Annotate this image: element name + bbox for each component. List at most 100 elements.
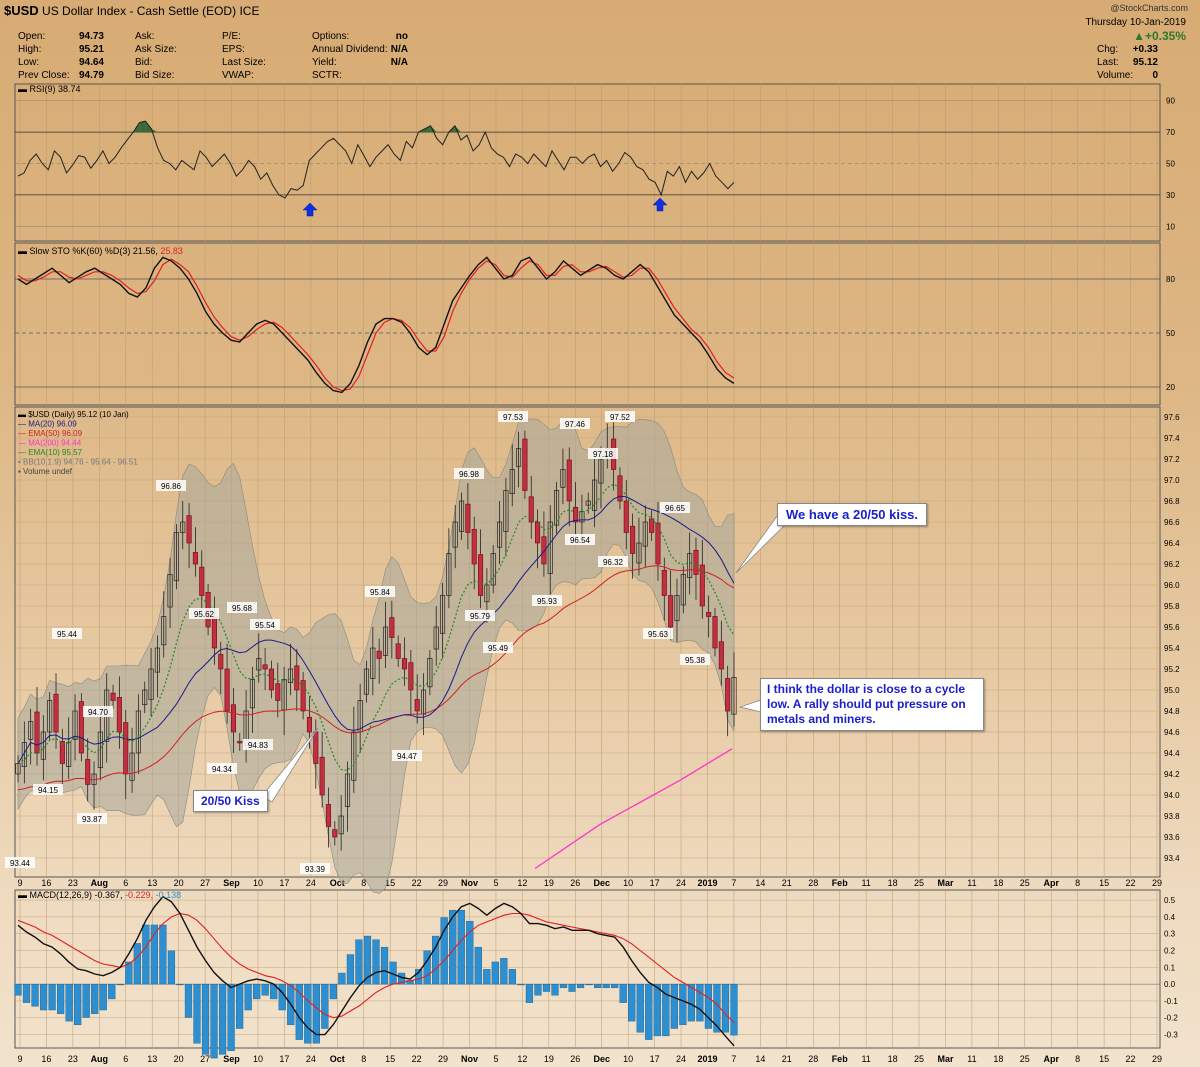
price-tick-label: 97.0 (1164, 476, 1180, 485)
price-label-bg (250, 619, 280, 630)
x-tick-label: 28 (808, 1054, 818, 1064)
macd-histogram-bar (619, 983, 627, 1003)
x-tick-label: 19 (544, 878, 554, 888)
candle-body (116, 696, 122, 733)
candle-body (28, 721, 34, 740)
candle-body (655, 522, 661, 565)
price-label-bg (643, 628, 673, 639)
price-tick-label: 93.4 (1164, 854, 1180, 863)
x-tick-label: 24 (676, 878, 686, 888)
price-label: 94.34 (212, 765, 233, 774)
x-tick-label: 9 (17, 1054, 22, 1064)
macd-tick-label: 0.5 (1164, 896, 1176, 905)
price-label: 95.93 (537, 597, 558, 606)
change-percent: ▲+0.35% (1133, 29, 1186, 43)
price-label: 93.39 (305, 865, 326, 874)
candle-body (72, 710, 78, 740)
options-label: Options: (312, 31, 350, 42)
macd-histogram-bar (457, 909, 465, 985)
x-tick-label: Mar (937, 878, 954, 888)
price-tick-label: 95.6 (1164, 623, 1180, 632)
x-tick-label: 22 (1126, 1054, 1136, 1064)
volume-label: Volume: (1097, 70, 1134, 81)
candle-body (566, 459, 572, 502)
macd-histogram-bar (116, 983, 124, 986)
rsi-line (17, 120, 735, 199)
price-label: 96.32 (603, 558, 624, 567)
candle-body (623, 500, 629, 533)
macd-histogram-bar (662, 983, 670, 1037)
price-tick-label: 96.2 (1164, 560, 1180, 569)
x-tick-label: Oct (330, 878, 345, 888)
price-tick-label: 93.8 (1164, 812, 1180, 821)
macd-histogram-bar (201, 983, 210, 1055)
macd-histogram-bar (142, 924, 150, 985)
candle-body (414, 699, 420, 712)
x-tick-label: 17 (279, 878, 289, 888)
macd-histogram-bar (415, 969, 423, 985)
ema50-line (17, 565, 735, 791)
bid-label: Bid: (135, 57, 153, 68)
dividend-label: Annual Dividend: (312, 44, 388, 55)
chart-title: $USD US Dollar Index - Cash Settle (EOD)… (4, 3, 259, 18)
x-tick-label: 17 (650, 1054, 660, 1064)
macd-histogram-bar (159, 924, 167, 985)
price-label: 95.84 (370, 588, 391, 597)
x-tick-label: 7 (731, 1054, 736, 1064)
price-panel-frame (14, 406, 1161, 878)
x-tick-label: 13 (147, 878, 157, 888)
exchange: ICE (239, 4, 260, 18)
candle-body (560, 469, 566, 488)
x-tick-label: 16 (41, 1054, 51, 1064)
candle-body (649, 518, 655, 533)
price-label: 97.18 (593, 450, 614, 459)
chart-date: Thursday 10-Jan-2019 (1085, 17, 1186, 28)
candle-body (47, 700, 53, 733)
macd-histogram-bar (525, 983, 534, 1003)
macd-histogram-bar (227, 983, 235, 1051)
price-label-bg (605, 411, 635, 422)
x-tick-label: 12 (517, 1054, 527, 1064)
eps-label: EPS: (222, 44, 245, 55)
candle-body (718, 641, 724, 670)
price-tick-label: 93.6 (1164, 833, 1180, 842)
price-label-bg (227, 602, 257, 613)
price-tick-label: 94.6 (1164, 728, 1180, 737)
yield-label: Yield: (312, 57, 337, 68)
x-tick-label: Dec (593, 878, 610, 888)
x-tick-label: 25 (1020, 1054, 1030, 1064)
macd-histogram-bar (542, 983, 551, 992)
x-tick-label: 22 (412, 1054, 422, 1064)
sto-panel-frame (14, 242, 1161, 406)
candle-body (376, 650, 382, 659)
macd-panel-frame (14, 889, 1161, 1049)
x-tick-label: Oct (330, 1054, 345, 1064)
x-tick-label: 11 (967, 1054, 976, 1064)
candle-body (344, 773, 351, 807)
candle-body (224, 668, 230, 712)
price-tick-label: 95.0 (1164, 686, 1180, 695)
x-tick-label: 11 (967, 878, 976, 888)
macd-histogram-bar (261, 983, 269, 996)
candle-body (237, 741, 243, 744)
candle-body (630, 525, 636, 554)
x-tick-label: 7 (731, 878, 736, 888)
x-tick-label: 10 (253, 1054, 263, 1064)
price-label: 95.68 (232, 604, 253, 613)
macd-histogram-bar (372, 939, 380, 985)
price-label-bg (365, 586, 395, 597)
x-tick-label: 16 (41, 878, 51, 888)
macd-histogram-bar (218, 983, 227, 1055)
macd-histogram-bar (670, 983, 678, 1029)
rsi-tick-label: 50 (1166, 160, 1175, 169)
candle-body (370, 647, 376, 679)
x-tick-label: 15 (385, 878, 395, 888)
candle-body (668, 595, 674, 628)
x-tick-label: 29 (1152, 878, 1162, 888)
candle-body (471, 528, 477, 565)
candle-body (40, 731, 46, 760)
x-tick-label: Apr (1043, 878, 1059, 888)
price-label-bg (565, 534, 595, 545)
x-tick-label: 18 (888, 878, 898, 888)
candle-body (617, 475, 623, 502)
